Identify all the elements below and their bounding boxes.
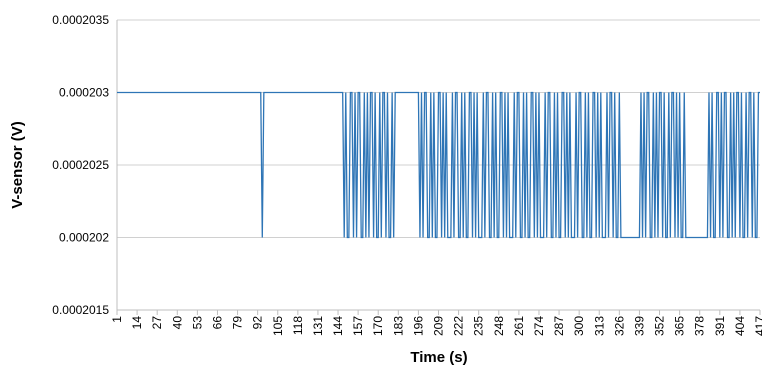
y-tick-label: 0.000202 xyxy=(59,231,109,245)
data-line xyxy=(117,91,760,239)
x-tick-label: 157 xyxy=(351,316,365,336)
y-axis-title: V-sensor (V) xyxy=(9,121,26,209)
x-tick-label: 313 xyxy=(592,316,606,336)
x-tick-label: 248 xyxy=(492,316,506,336)
x-tick-label: 235 xyxy=(472,316,486,336)
y-tick-label: 0.0002025 xyxy=(52,158,109,172)
x-tick-label: 209 xyxy=(432,316,446,336)
x-tick-label: 222 xyxy=(452,316,466,336)
x-tick-label: 404 xyxy=(733,316,747,336)
x-tick-label: 118 xyxy=(291,316,305,335)
x-tick-label: 144 xyxy=(331,316,345,336)
x-tick-label: 326 xyxy=(612,316,626,336)
x-tick-label: 352 xyxy=(653,316,667,336)
x-tick-label: 261 xyxy=(512,316,526,336)
x-tick-label: 287 xyxy=(552,316,566,336)
x-tick-label: 300 xyxy=(572,316,586,336)
x-tick-label: 131 xyxy=(311,316,325,336)
x-tick-label: 196 xyxy=(411,316,425,336)
x-axis-title: Time (s) xyxy=(410,349,467,366)
y-tick-label: 0.0002015 xyxy=(52,303,109,317)
y-tick-label: 0.0002035 xyxy=(52,13,109,27)
x-tick-label: 79 xyxy=(231,316,245,330)
y-tick-label: 0.000203 xyxy=(59,86,109,100)
x-tick-label: 378 xyxy=(693,316,707,336)
x-tick-label: 40 xyxy=(170,316,184,330)
x-tick-label: 105 xyxy=(271,316,285,336)
x-tick-label: 417 xyxy=(753,316,762,336)
x-tick-label: 92 xyxy=(251,316,265,330)
x-tick-label: 14 xyxy=(130,316,144,330)
x-tick-label: 53 xyxy=(190,316,204,330)
x-tick-label: 183 xyxy=(391,316,405,336)
x-tick-label: 391 xyxy=(713,316,727,336)
x-tick-label: 66 xyxy=(210,316,224,330)
x-tick-label: 27 xyxy=(150,316,164,330)
x-tick-label: 1 xyxy=(110,316,124,323)
x-tick-label: 365 xyxy=(673,316,687,336)
x-tick-label: 274 xyxy=(532,316,546,336)
x-tick-label: 170 xyxy=(371,316,385,336)
x-tick-label: 339 xyxy=(632,316,646,336)
